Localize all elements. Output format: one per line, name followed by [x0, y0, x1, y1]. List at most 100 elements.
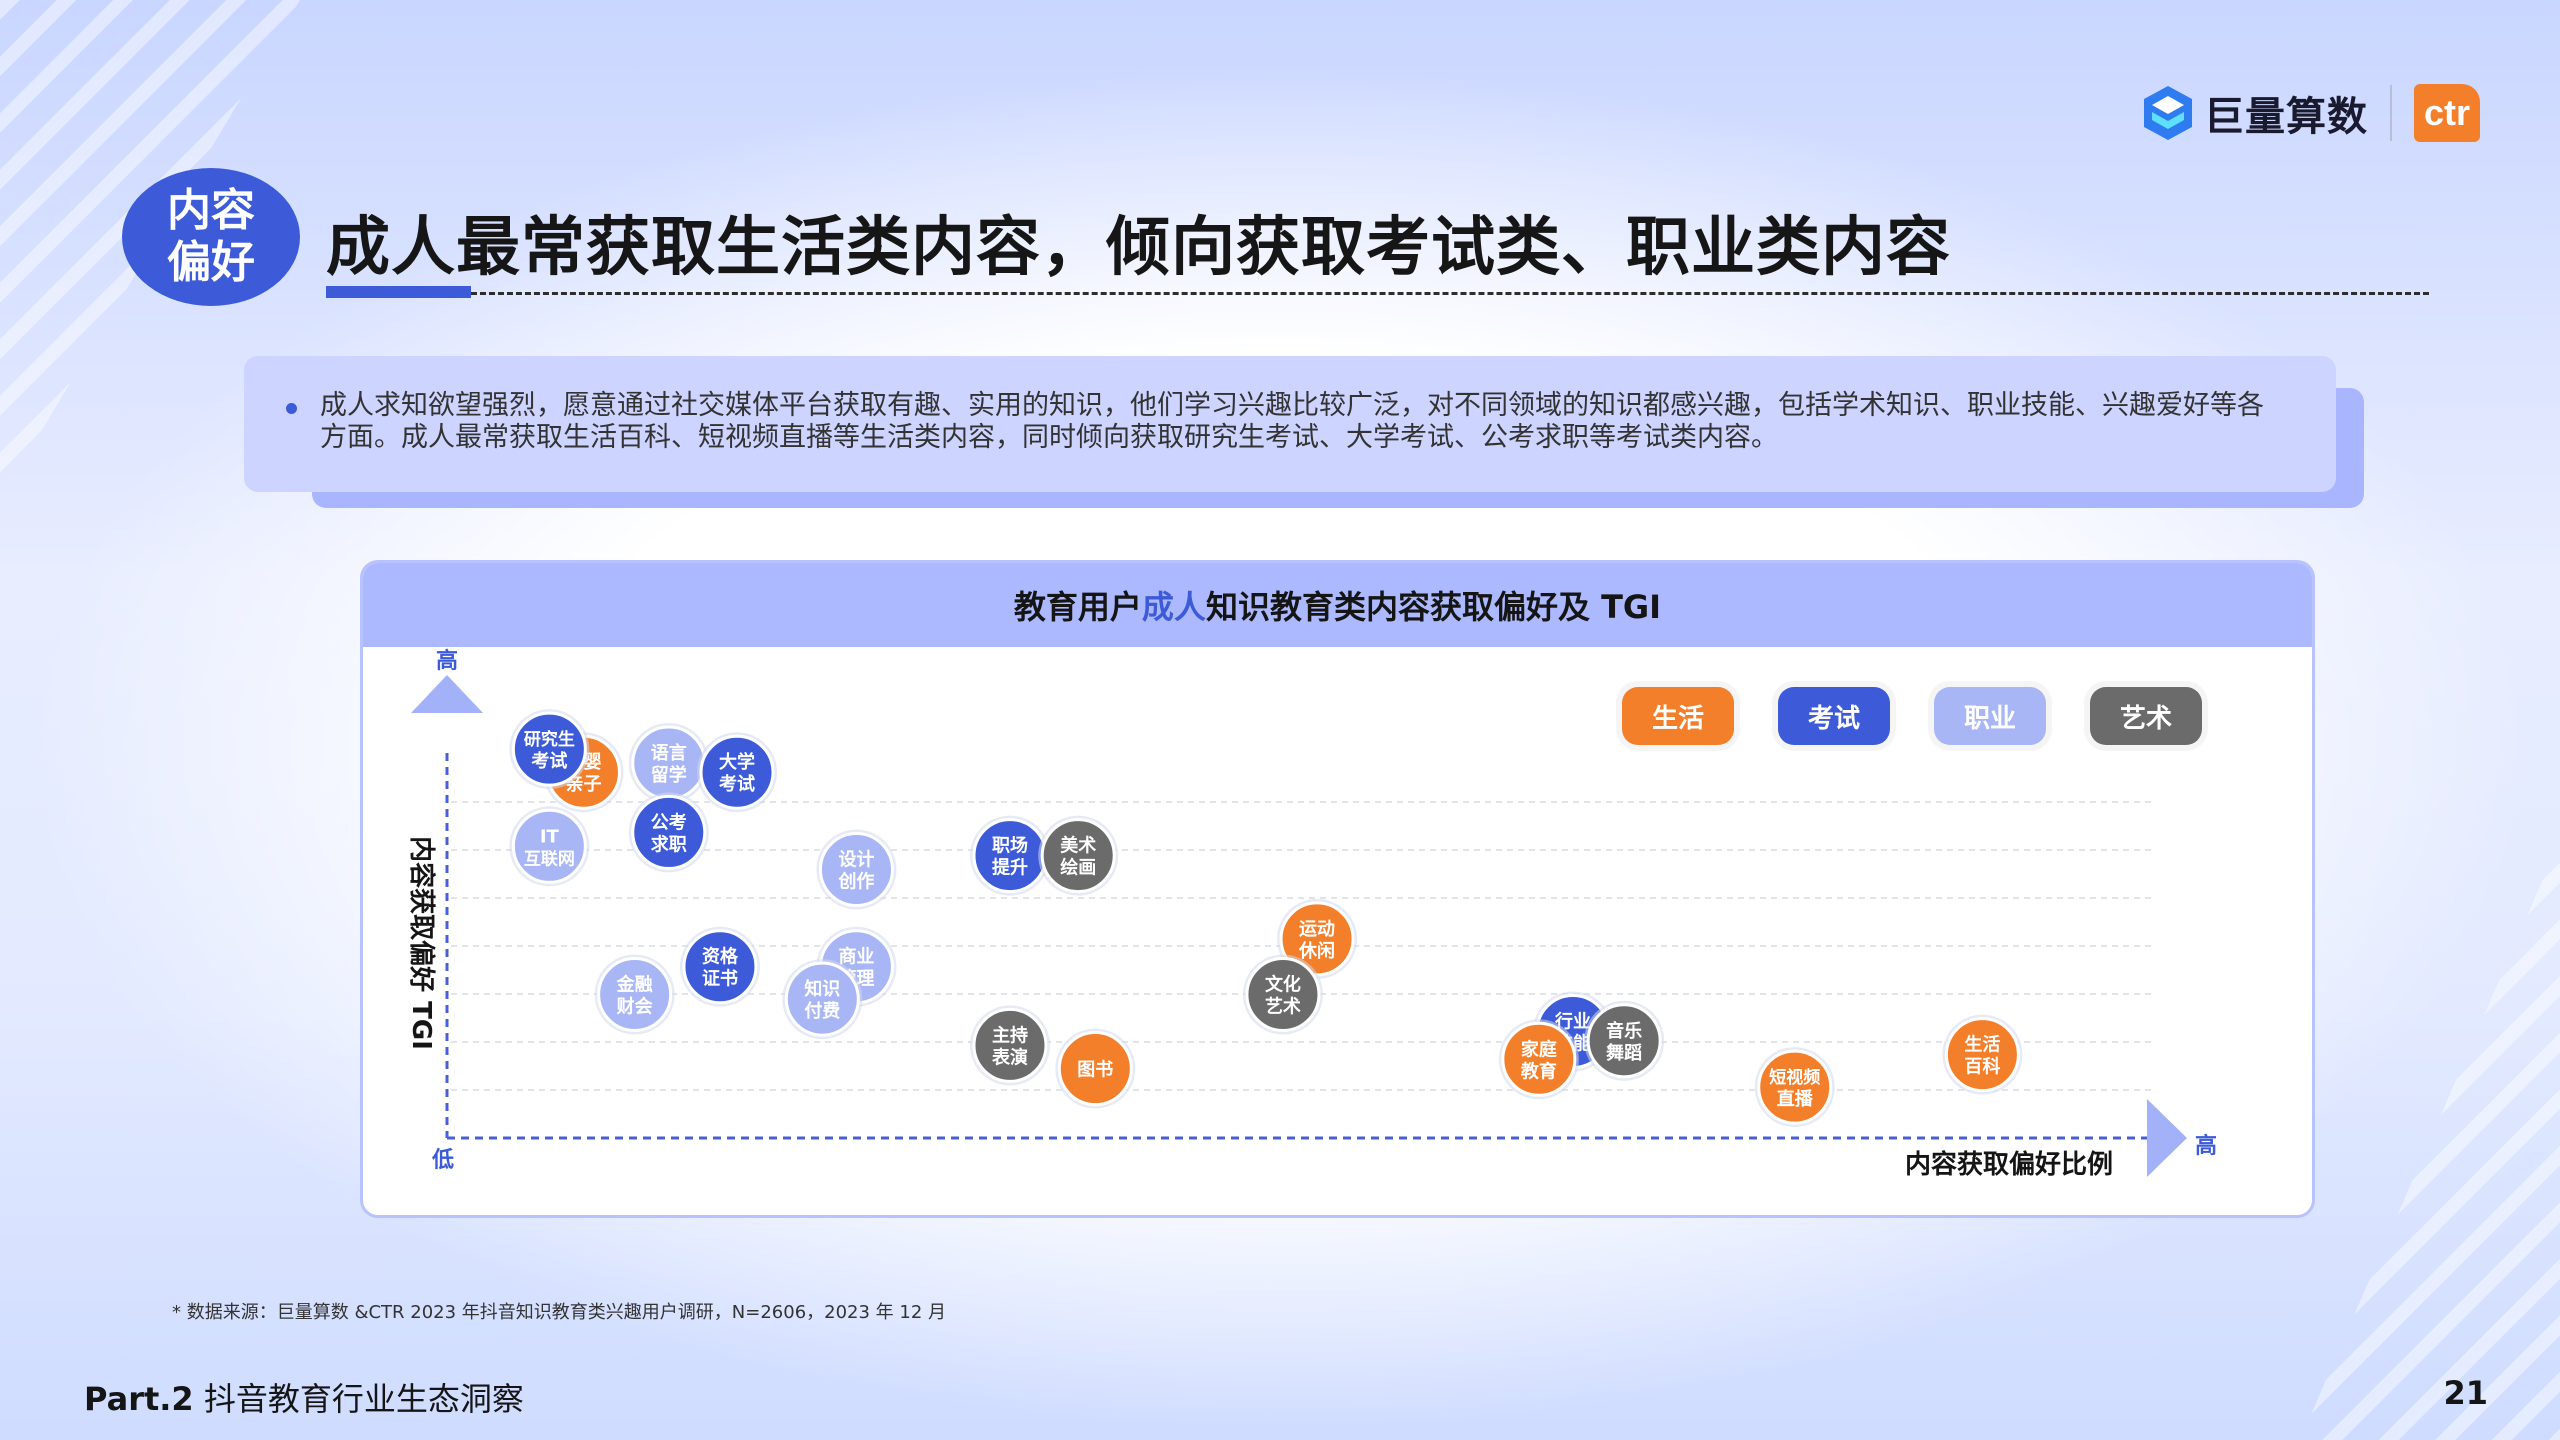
point-marker: [1586, 1003, 1662, 1079]
point-label: 家庭: [1521, 1038, 1557, 1060]
section-tag: 内容偏好: [122, 168, 300, 306]
point-marker: [1501, 1021, 1577, 1097]
brand-logo: 巨量算数: [2142, 84, 2368, 142]
data-point: 生活百科: [1942, 1014, 2023, 1095]
point-label: IT: [540, 826, 560, 847]
point-label: 运动: [1299, 919, 1335, 940]
chart-title-prefix: 教育用户: [1013, 588, 1142, 626]
point-label: 艺术: [1265, 995, 1301, 1017]
data-point: 图书: [1055, 1028, 1136, 1109]
point-label: 知识: [804, 978, 840, 1000]
title-accent-bar: [326, 286, 471, 298]
point-label: 短视频: [1769, 1067, 1820, 1088]
y-axis-label: 内容获取偏好 TGI: [406, 836, 437, 1050]
point-marker: [1944, 1017, 2020, 1093]
chart-title-highlight: 成人: [1141, 588, 1206, 626]
ctr-logo: ctr: [2414, 84, 2480, 142]
point-label: 金融: [616, 973, 653, 995]
x-axis-arrow-icon: [2147, 1099, 2187, 1177]
point-label: 语言: [651, 742, 687, 764]
chart-legend: 生活 考试 职业 艺术: [1622, 687, 2202, 745]
logo-bar: 巨量算数 ctr: [2142, 84, 2480, 142]
logo-divider: [2390, 85, 2392, 141]
point-label: 绘画: [1060, 857, 1096, 879]
point-label: 休闲: [1298, 940, 1335, 962]
page-title: 成人最常获取生活类内容，倾向获取考试类、职业类内容: [326, 211, 1951, 285]
point-label: 舞蹈: [1606, 1042, 1642, 1064]
bullet-dot: [286, 403, 297, 414]
point-label: 百科: [1964, 1056, 2000, 1078]
point-label: 图书: [1077, 1060, 1113, 1081]
point-marker: [818, 831, 894, 907]
point-label: 财会: [617, 995, 653, 1017]
point-label: 互联网: [524, 849, 575, 869]
chart-panel: 教育用户 成人 知识教育类内容获取偏好及 TGI 高 低 高 内容获取偏好比例 内容…: [360, 560, 2315, 1218]
chart-title-suffix: 知识教育类内容获取偏好及 TGI: [1205, 588, 1662, 626]
footer-part: Part.2: [84, 1380, 194, 1418]
point-label: 生活: [1964, 1034, 2000, 1056]
point-label: 设计: [838, 848, 874, 870]
point-label: 求职: [651, 833, 687, 855]
point-label: 研究生: [524, 729, 575, 750]
x-axis-label: 内容获取偏好比例: [1905, 1149, 2113, 1180]
point-label: 创作: [837, 870, 874, 892]
point-label: 考试: [531, 750, 567, 772]
point-label: 商业: [838, 946, 874, 968]
data-point: 公考求职: [628, 792, 709, 873]
legend-item-art: 艺术: [2090, 687, 2202, 745]
point-marker: [597, 956, 673, 1032]
point-marker: [784, 961, 860, 1037]
point-marker: [699, 734, 775, 810]
point-label: 直播: [1777, 1088, 1814, 1110]
data-point: 研究生考试: [509, 709, 590, 790]
origin-low-label: 低: [431, 1148, 454, 1173]
data-point: 短视频直播: [1754, 1047, 1835, 1128]
point-label: 教育: [1521, 1060, 1557, 1082]
y-axis-arrow-icon: [411, 675, 483, 713]
data-point: 大学考试: [697, 732, 778, 813]
point-marker: [682, 929, 758, 1005]
point-label: 行业: [1554, 1011, 1591, 1033]
point-label: 留学: [651, 764, 687, 786]
point-label: 表演: [992, 1046, 1028, 1068]
scatter-chart: 高 低 高 内容获取偏好比例 内容获取偏好 TGI 母婴亲子研究生考试语言留学大…: [406, 648, 2217, 1180]
chart-title: 教育用户 成人 知识教育类内容获取偏好及 TGI: [363, 563, 2312, 647]
brand-name: 巨量算数: [2204, 94, 2368, 140]
point-label: 大学: [719, 751, 755, 773]
data-points: 母婴亲子研究生考试语言留学大学考试IT互联网公考求职设计创作职场提升美术绘画金融…: [509, 709, 2023, 1128]
point-marker: [1757, 1049, 1833, 1125]
brand-mark-icon: [2144, 86, 2192, 140]
point-label: 音乐: [1606, 1020, 1642, 1042]
point-label: 证书: [702, 969, 738, 990]
point-label: 提升: [992, 857, 1028, 879]
legend-item-exam: 考试: [1778, 687, 1890, 745]
point-label: 主持: [992, 1024, 1028, 1046]
point-marker: [1057, 1031, 1133, 1107]
footer-section-name: 抖音教育行业生态洞察: [203, 1380, 524, 1418]
summary-text: 成人求知欲望强烈，愿意通过社交媒体平台获取有趣、实用的知识，他们学习兴趣比较广泛…: [320, 390, 2264, 453]
title-divider: [471, 292, 2429, 295]
point-label: 考试: [719, 773, 755, 795]
point-label: 文化: [1265, 973, 1301, 995]
legend-item-life: 生活: [1622, 687, 1734, 745]
summary-box: 成人求知欲望强烈，愿意通过社交媒体平台获取有趣、实用的知识，他们学习兴趣比较广泛…: [244, 356, 2336, 492]
point-marker: [972, 1007, 1048, 1083]
point-label: 美术: [1060, 835, 1096, 857]
point-label: 付费: [804, 1000, 840, 1022]
point-marker: [511, 808, 587, 884]
point-marker: [511, 711, 587, 787]
point-marker: [1245, 956, 1321, 1032]
point-label: 公考: [651, 811, 687, 833]
